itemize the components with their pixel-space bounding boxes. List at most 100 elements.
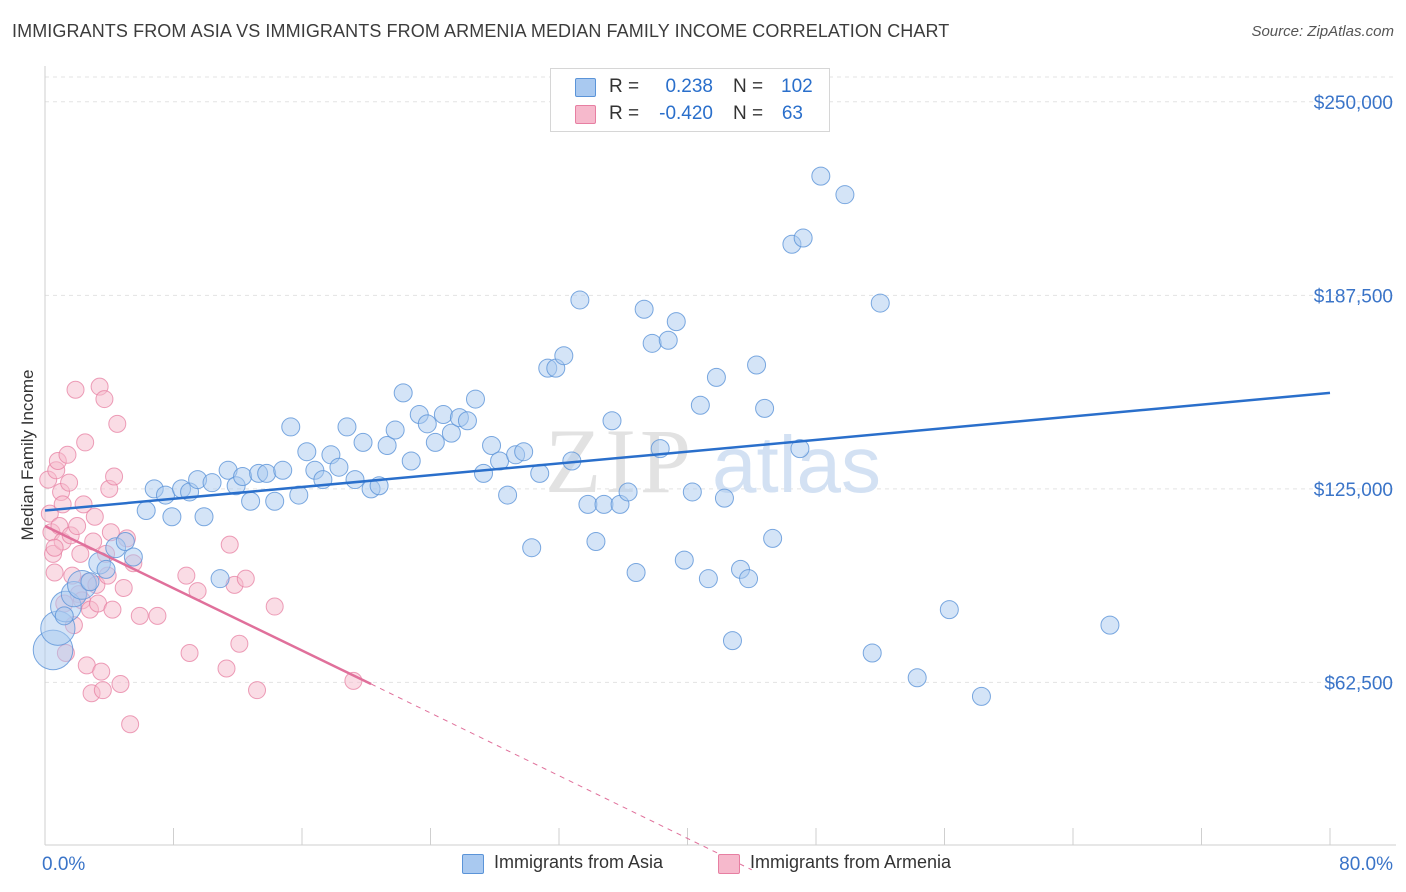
armenia-point: [220, 535, 239, 554]
asia-point: [763, 528, 783, 548]
asia-point: [273, 460, 293, 480]
asia-point: [634, 299, 654, 319]
armenia-point: [265, 597, 284, 616]
asia-point: [115, 532, 135, 552]
asia-point: [602, 411, 622, 431]
asia-point: [257, 463, 277, 483]
bottom-asia-swatch: [462, 854, 484, 874]
asia-point: [297, 442, 317, 462]
asia-point: [54, 606, 74, 626]
asia-point: [706, 367, 726, 387]
asia-point: [202, 473, 222, 493]
bottom-legend-asia: Immigrants from Asia: [462, 852, 663, 874]
asia-point: [96, 559, 116, 579]
armenia-point: [217, 659, 236, 678]
asia-point: [793, 228, 813, 248]
armenia-point: [114, 578, 133, 597]
armenia-points: [39, 377, 363, 734]
asia-point: [1100, 615, 1120, 635]
y-tick-label: $62,500: [1324, 673, 1393, 694]
asia-point: [939, 600, 959, 620]
asia-point: [907, 668, 927, 688]
armenia-point: [68, 517, 87, 536]
asia-point: [642, 333, 662, 353]
asia-point: [811, 166, 831, 186]
armenia-point: [66, 380, 85, 399]
armenia-point: [45, 538, 64, 557]
asia-point: [626, 562, 646, 582]
bottom-asia-label: Immigrants from Asia: [494, 852, 664, 872]
armenia-n-value: 63: [781, 103, 803, 124]
asia-points: [32, 166, 1120, 706]
asia-point: [457, 411, 477, 431]
asia-point: [482, 436, 502, 456]
asia-point: [417, 414, 437, 434]
armenia-point: [71, 544, 90, 563]
armenia-point: [85, 507, 104, 526]
asia-point: [353, 432, 373, 452]
asia-swatch: [575, 78, 596, 97]
asia-r-value: 0.238: [665, 76, 713, 97]
asia-point: [401, 451, 421, 471]
asia-trend-line: [44, 391, 1331, 512]
armenia-r-label: R =: [609, 103, 640, 124]
armenia-point: [93, 681, 112, 700]
stats-legend: R = 0.238 N = 102 R = -0.420 N = 63: [550, 68, 830, 132]
asia-point: [441, 423, 461, 443]
asia-point: [870, 293, 890, 313]
asia-point: [433, 405, 453, 425]
asia-point: [136, 501, 156, 521]
asia-point: [554, 346, 574, 366]
armenia-trend-extension: [370, 683, 752, 871]
asia-point: [425, 432, 445, 452]
armenia-n-label: N =: [733, 103, 764, 124]
asia-point: [666, 312, 686, 332]
bottom-legend-armenia: Immigrants from Armenia: [718, 852, 951, 874]
asia-point: [570, 290, 590, 310]
asia-point: [971, 686, 991, 706]
tick-labels: $62,500 $125,000 $187,500 $250,000 0.0% 80.0%: [42, 93, 1393, 875]
x-tick-label-max: 80.0%: [1339, 854, 1393, 875]
asia-point: [465, 389, 485, 409]
armenia-point: [108, 414, 127, 433]
asia-point: [329, 457, 349, 477]
axes: [44, 66, 1396, 846]
armenia-r-value: -0.420: [659, 103, 713, 124]
asia-point: [233, 466, 253, 486]
asia-point: [385, 420, 405, 440]
asia-point: [594, 494, 614, 514]
asia-point: [835, 185, 855, 205]
armenia-point: [76, 433, 95, 452]
asia-point: [514, 442, 534, 462]
armenia-point: [92, 662, 111, 681]
asia-point: [682, 482, 702, 502]
asia-point: [474, 463, 494, 483]
armenia-point: [236, 569, 255, 588]
y-tick-label: $250,000: [1314, 93, 1393, 114]
asia-point: [698, 569, 718, 589]
asia-point: [80, 572, 100, 592]
trend-lines: [44, 391, 1331, 871]
asia-point: [755, 398, 775, 418]
armenia-point: [148, 606, 167, 625]
source-label: Source: ZipAtlas.com: [1251, 23, 1394, 40]
armenia-point: [111, 674, 130, 693]
asia-point: [747, 355, 767, 375]
watermark-atlas: atlas: [712, 420, 881, 509]
armenia-point: [45, 563, 64, 582]
asia-point: [162, 507, 182, 527]
asia-r-label: R =: [609, 76, 640, 97]
armenia-point: [121, 715, 140, 734]
asia-point: [498, 485, 518, 505]
asia-point: [337, 417, 357, 437]
bottom-armenia-label: Immigrants from Armenia: [750, 852, 952, 872]
asia-point: [530, 463, 550, 483]
asia-point: [658, 330, 678, 350]
asia-point: [862, 643, 882, 663]
armenia-point: [177, 566, 196, 585]
y-tick-label: $125,000: [1314, 480, 1393, 501]
armenia-point: [130, 606, 149, 625]
asia-point: [790, 439, 810, 459]
asia-point: [739, 569, 759, 589]
asia-point: [522, 538, 542, 558]
